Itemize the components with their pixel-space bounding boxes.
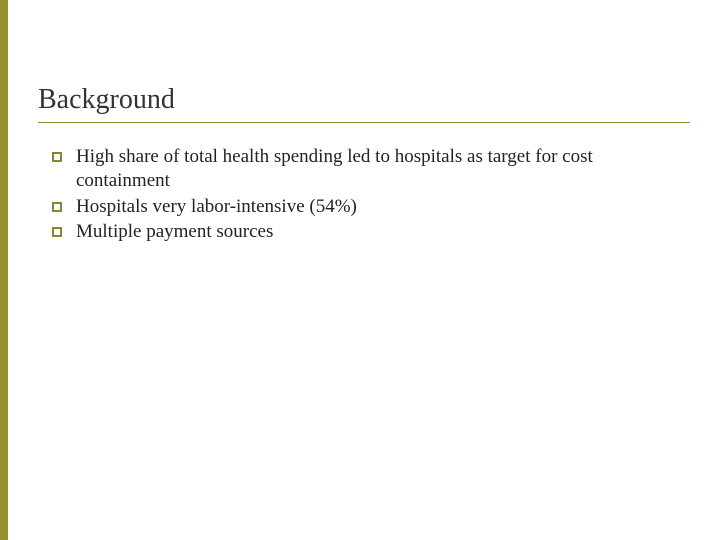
list-item: High share of total health spending led … bbox=[52, 145, 690, 193]
bullet-text: High share of total health spending led … bbox=[76, 146, 593, 191]
title-underline bbox=[38, 122, 690, 123]
accent-stripe bbox=[0, 0, 8, 540]
slide-content: Background High share of total health sp… bbox=[38, 84, 690, 246]
square-bullet-icon bbox=[52, 227, 62, 237]
square-bullet-icon bbox=[52, 202, 62, 212]
bullet-text: Hospitals very labor-intensive (54%) bbox=[76, 196, 357, 217]
slide-title: Background bbox=[38, 84, 690, 116]
bullet-list: High share of total health spending led … bbox=[38, 145, 690, 244]
bullet-text: Multiple payment sources bbox=[76, 221, 273, 242]
list-item: Hospitals very labor-intensive (54%) bbox=[52, 195, 690, 219]
list-item: Multiple payment sources bbox=[52, 220, 690, 244]
square-bullet-icon bbox=[52, 152, 62, 162]
